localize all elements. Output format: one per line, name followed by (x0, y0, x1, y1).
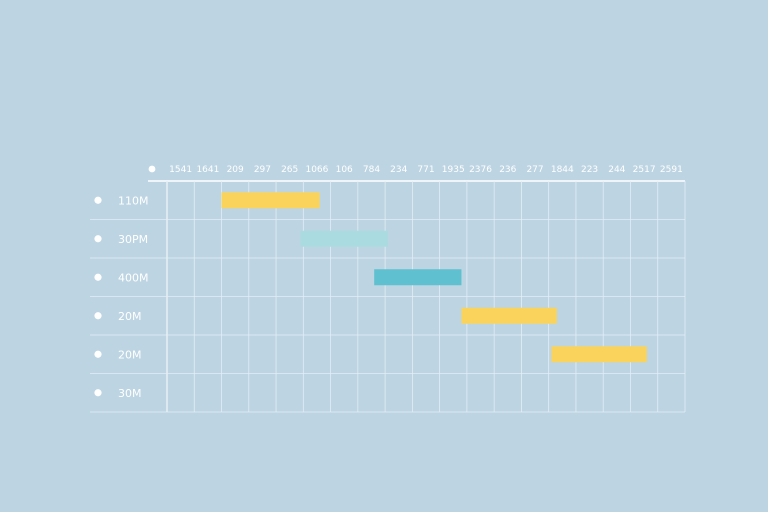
row-dot-icon (94, 235, 102, 243)
gantt-bar (461, 307, 557, 324)
row-label: 400M (118, 271, 149, 284)
x-tick-label: 106 (336, 165, 353, 175)
x-tick-label: 234 (390, 165, 407, 175)
gantt-bar (300, 230, 388, 247)
row-dot-icon (94, 350, 102, 358)
x-tick-label: 771 (417, 165, 434, 175)
x-tick-label: 209 (227, 165, 244, 175)
x-tick-label: 1844 (551, 165, 574, 175)
row-dot-icon (94, 273, 102, 281)
gantt-bar (551, 346, 647, 363)
x-tick-label: 2591 (660, 165, 683, 175)
row-label: 20M (118, 348, 142, 361)
x-tick-label: 265 (281, 165, 298, 175)
row-label: 30M (118, 387, 142, 400)
x-tick-label: 784 (363, 165, 380, 175)
x-tick-label: 1541 (169, 165, 192, 175)
x-tick-label: 297 (254, 165, 271, 175)
row-dot-icon (94, 312, 102, 320)
row-label: 110M (118, 194, 149, 207)
x-tick-label: 1641 (196, 165, 219, 175)
gantt-bar (221, 192, 320, 209)
x-tick-label: 1066 (305, 165, 328, 175)
row-label: 30PM (118, 233, 148, 246)
x-tick-label: 236 (499, 165, 516, 175)
row-dot-icon (94, 389, 102, 397)
x-tick-label: 1935 (442, 165, 465, 175)
x-tick-label: 2517 (633, 165, 656, 175)
row-dot-icon (94, 196, 102, 204)
x-tick-label: 2376 (469, 165, 492, 175)
gantt-bar (374, 269, 462, 286)
row-label: 20M (118, 310, 142, 323)
x-tick-label: 277 (526, 165, 543, 175)
x-tick-label: 244 (608, 165, 625, 175)
x-tick-label: 223 (581, 165, 598, 175)
header-dot-icon (148, 165, 156, 173)
